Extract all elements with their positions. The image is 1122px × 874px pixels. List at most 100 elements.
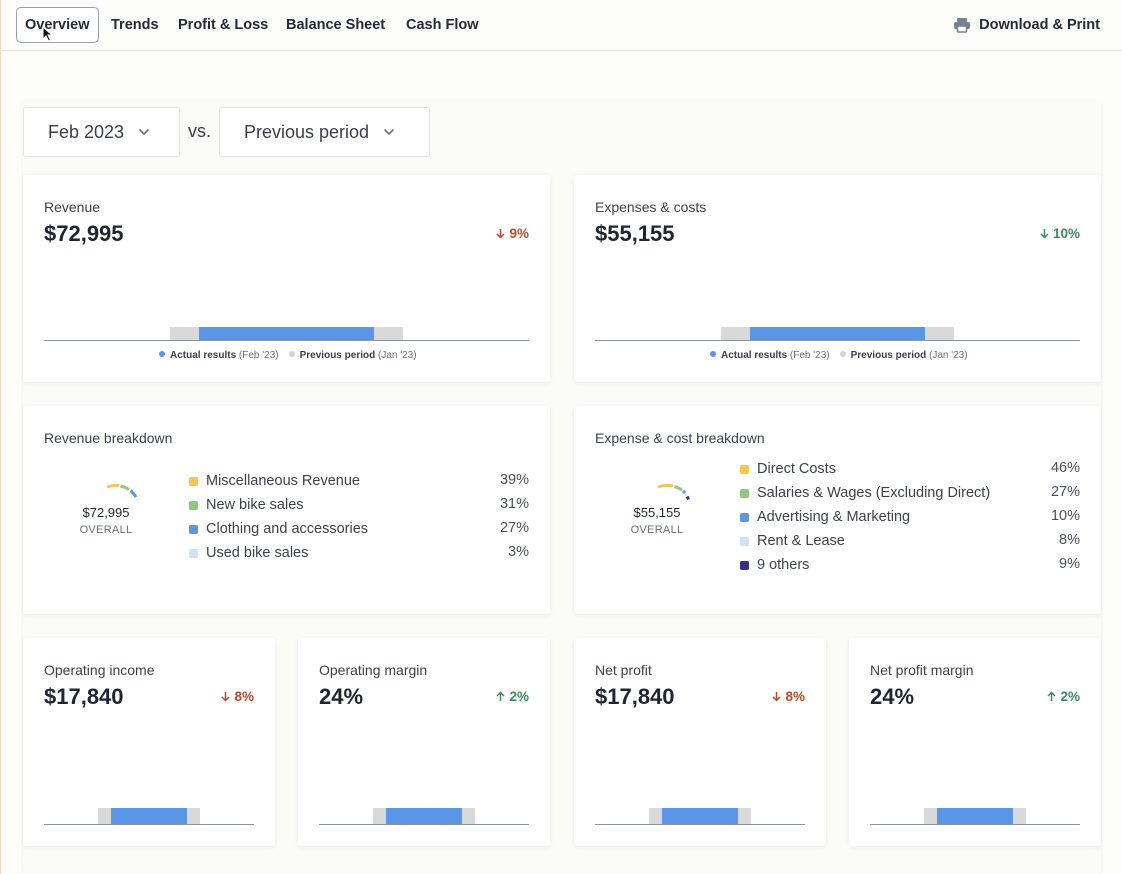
delta-value: 8% [785,689,805,704]
delta-badge: 8% [221,689,254,704]
expense-donut-arc [657,483,690,501]
list-item-pct: 9% [1059,556,1080,572]
swatch [740,560,749,570]
legend-previous: Previous period (Jan '23) [288,350,417,361]
actual-results-bar [199,327,374,340]
list-item-pct: 46% [1050,460,1080,476]
download-print-label: Download & Print [979,17,1100,33]
card-value: $17,840 [44,684,124,709]
donut-total: $55,155 [633,505,681,520]
period-select-value: Feb 2023 [48,121,125,142]
actual-results-bar [662,808,738,824]
delta-badge: 8% [772,689,805,704]
arrow-up-icon [496,691,506,701]
expense-breakdown-card[interactable]: Expense & cost breakdown $55,155 OVERALL… [574,406,1101,614]
donut-total-label: OVERALL [630,524,684,536]
baseline [44,340,529,341]
actual-results-bar [386,808,462,824]
swatch [189,500,198,510]
list-item[interactable]: 9 others [740,556,809,574]
list-item-pct: 3% [508,544,529,560]
chevron-down-icon [384,128,395,136]
legend-actual: Actual results (Feb '23) [159,350,279,361]
card-title: Operating income [44,662,155,678]
revenue-card[interactable]: Revenue $72,995 9% Actual results (Feb '… [23,175,550,382]
card-value: 24% [870,684,915,709]
list-item-pct: 10% [1050,508,1080,524]
list-item[interactable]: Advertising & Marketing [740,508,910,526]
vs-label: vs. [188,121,212,141]
list-item[interactable]: Clothing and accessories [189,520,368,538]
tab-cash-flow[interactable]: Cash Flow [406,17,479,33]
actual-results-bar [111,808,187,824]
chart-legend: Actual results (Feb '23) Previous period… [159,350,417,361]
list-item[interactable]: Used bike sales [189,544,308,562]
tab-trends[interactable]: Trends [111,17,159,33]
tab-balance-sheet[interactable]: Balance Sheet [286,17,386,33]
card-title: Expense & cost breakdown [595,430,765,446]
swatch [189,548,198,558]
swatch [189,524,198,534]
delta-value: 9% [509,226,529,241]
arrow-down-icon [221,692,231,702]
list-item[interactable]: Rent & Lease [740,532,845,550]
swatch [740,536,749,546]
mouse-cursor-icon [42,26,54,42]
swatch [740,512,749,522]
revenue-donut-arc [106,483,139,500]
baseline [44,824,254,825]
delta-value: 10% [1052,226,1080,241]
arrow-down-icon [496,229,506,239]
list-item-pct: 39% [499,472,529,488]
delta-badge: 2% [1047,689,1080,704]
revenue-breakdown-card[interactable]: Revenue breakdown $72,995 OVERALL Miscel… [23,406,550,614]
card-value: $72,995 [44,221,124,246]
operating-income-card[interactable]: Operating income $17,840 8% [23,638,275,846]
net-profit-margin-card[interactable]: Net profit margin 24% 2% [849,638,1101,846]
card-value: $17,840 [595,684,675,709]
list-item[interactable]: Salaries & Wages (Excluding Direct) [740,484,990,502]
legend-actual: Actual results (Feb '23) [710,350,830,361]
arrow-down-icon [1040,229,1049,239]
swatch [740,488,749,498]
card-value: $55,155 [595,221,675,246]
tab-profit-loss[interactable]: Profit & Loss [178,17,269,33]
list-item[interactable]: New bike sales [189,496,304,514]
comparison-select[interactable]: Previous period [219,107,430,157]
baseline [595,340,1080,341]
comparison-select-value: Previous period [244,121,370,142]
card-title: Revenue [44,199,101,215]
list-item-pct: 27% [1050,484,1080,500]
baseline [870,824,1080,825]
arrow-down-icon [772,692,782,702]
actual-results-bar [937,808,1013,824]
donut-total: $72,995 [82,505,130,520]
delta-value: 2% [509,689,529,704]
legend-previous: Previous period (Jan '23) [839,350,968,361]
donut-total-label: OVERALL [79,524,133,536]
top-nav: Overview Trends Profit & Loss Balance Sh… [0,0,1122,51]
chevron-down-icon [138,128,150,136]
card-title: Net profit [595,662,652,678]
list-item[interactable]: Direct Costs [740,460,836,478]
printer-icon [954,18,971,33]
period-select[interactable]: Feb 2023 [23,107,180,157]
delta-badge: 2% [496,689,529,704]
list-item-pct: 8% [1059,532,1080,548]
list-item[interactable]: Miscellaneous Revenue [189,472,360,490]
delta-value: 8% [234,689,254,704]
baseline [319,824,529,825]
list-item-pct: 31% [499,496,529,512]
card-value: 24% [319,684,364,709]
actual-results-bar [750,327,925,340]
swatch [189,476,198,486]
expenses-card[interactable]: Expenses & costs $55,155 10% Actual resu… [574,175,1101,382]
list-item-pct: 27% [499,520,529,536]
card-title: Expenses & costs [595,199,707,215]
operating-margin-card[interactable]: Operating margin 24% 2% [298,638,550,846]
net-profit-card[interactable]: Net profit $17,840 8% [574,638,826,846]
chart-legend: Actual results (Feb '23) Previous period… [710,350,968,361]
tab-overview[interactable]: Overview [16,7,99,43]
download-print-button[interactable]: Download & Print [953,7,1100,43]
card-title: Operating margin [319,662,428,678]
